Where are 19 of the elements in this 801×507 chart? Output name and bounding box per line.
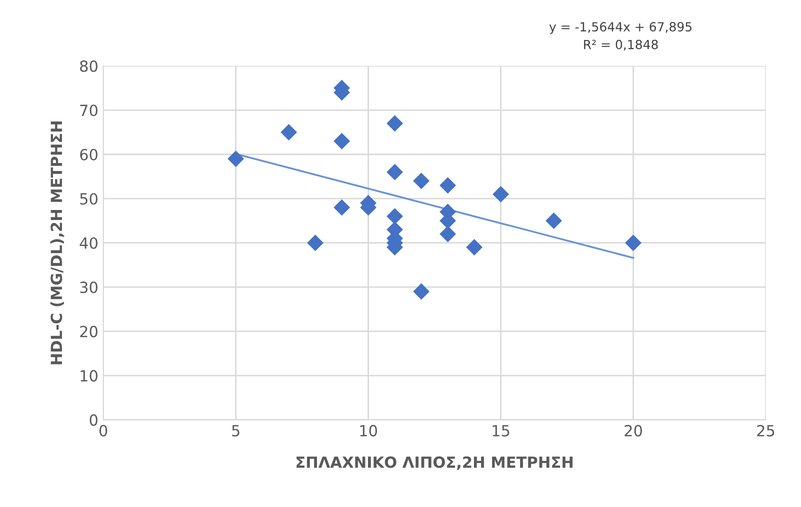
y-tick-label: 30: [80, 282, 98, 294]
y-tick-label: 80: [80, 60, 98, 72]
text: y = -1,5644x + 67,895: [549, 22, 692, 34]
x-axis-title: ΣΠΛΑΧΝΙΚΟ ΛΙΠΟΣ,2Η ΜΕΤΡΗΣΗ: [296, 456, 573, 470]
y-tick-label: 40: [80, 237, 98, 249]
x-tick-label: 25: [757, 424, 774, 436]
y-tick-label: 70: [80, 104, 98, 116]
x-tick-label: 10: [360, 424, 378, 436]
y-tick-label: 50: [80, 193, 98, 205]
y-tick-label: 10: [80, 370, 98, 382]
x-tick-label: 20: [624, 424, 642, 436]
text: R² = 0,1848: [584, 40, 658, 51]
y-tick-label: 0: [90, 414, 98, 426]
y-tick-label: 20: [80, 326, 98, 338]
x-tick-label: 5: [232, 425, 240, 436]
x-tick-label: 0: [99, 424, 108, 436]
y-tick-label: 60: [80, 148, 98, 160]
y-axis-title: HDL-C (MG/DL),2Η ΜΕΤΡΗΣΗ: [50, 121, 64, 364]
x-tick-label: 15: [492, 425, 510, 436]
